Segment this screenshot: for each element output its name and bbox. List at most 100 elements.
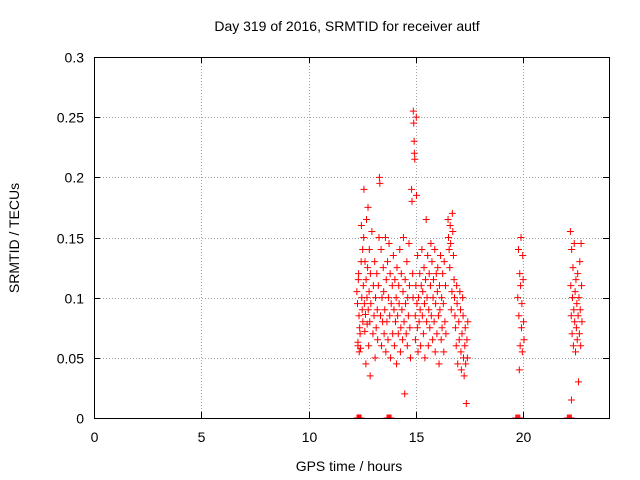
- data-point: [576, 306, 584, 314]
- data-point: [449, 252, 457, 260]
- data-point: [364, 264, 372, 272]
- data-point: [400, 318, 408, 326]
- data-point: [395, 300, 403, 308]
- data-point: [444, 215, 452, 223]
- data-point: [432, 300, 440, 308]
- data-point: [434, 312, 442, 320]
- data-point: [439, 300, 447, 308]
- data-point: [363, 294, 371, 302]
- data-point: [419, 288, 427, 296]
- data-point: [417, 282, 425, 290]
- data-point: [457, 366, 465, 374]
- data-point: [573, 336, 581, 344]
- data-point: [396, 246, 404, 254]
- data-point: [418, 246, 426, 254]
- data-point: [395, 282, 403, 290]
- data-point: [374, 282, 382, 290]
- data-point: [361, 311, 369, 319]
- data-point: [437, 336, 445, 344]
- data-point: [394, 312, 402, 320]
- data-point: [437, 252, 445, 260]
- data-point: [449, 227, 457, 235]
- plot-frame: [94, 57, 610, 419]
- data-point: [455, 336, 463, 344]
- data-point: [402, 300, 410, 308]
- data-point: [397, 270, 405, 278]
- data-point: [430, 318, 438, 326]
- y-tick-label: 0.1: [65, 291, 85, 307]
- data-point: [450, 276, 458, 284]
- data-point: [359, 318, 367, 326]
- x-tick-label: 15: [409, 429, 425, 445]
- data-point: [380, 288, 388, 296]
- data-point: [386, 312, 394, 320]
- data-point: [384, 294, 392, 302]
- data-point: [464, 318, 472, 326]
- y-tick-label: 0.05: [57, 351, 84, 367]
- data-point: [367, 300, 375, 308]
- axis-ticks: [94, 57, 609, 419]
- data-point: [436, 306, 444, 314]
- data-point: [569, 342, 577, 350]
- data-point: [425, 270, 433, 278]
- data-point: [361, 327, 369, 335]
- data-point: [572, 276, 580, 284]
- data-point: [440, 348, 448, 356]
- data-point: [517, 234, 525, 241]
- data-point: [423, 294, 431, 302]
- data-point: [376, 179, 384, 187]
- data-point: [358, 306, 366, 314]
- data-point: [458, 330, 466, 338]
- data-point: [429, 276, 437, 284]
- data-point: [360, 300, 368, 308]
- data-point: [433, 288, 441, 296]
- data-point: [357, 221, 365, 229]
- data-point: [411, 312, 419, 320]
- y-tick-label: 0.15: [57, 231, 84, 247]
- data-point: [378, 342, 386, 350]
- data-point: [373, 306, 381, 314]
- data-point: [514, 294, 522, 302]
- data-point: [365, 246, 373, 254]
- x-tick-label: 0: [91, 429, 99, 445]
- data-point: [438, 324, 446, 332]
- data-point: [360, 234, 368, 241]
- data-point: [412, 113, 420, 121]
- data-point: [575, 294, 583, 302]
- data-point: [438, 294, 446, 302]
- data-point: [424, 252, 432, 260]
- data-point: [379, 264, 387, 272]
- data-point: [410, 149, 418, 157]
- data-point: [355, 270, 363, 278]
- data-point: [459, 294, 467, 302]
- data-point: [411, 155, 419, 163]
- data-point: [576, 258, 584, 266]
- data-point: [574, 270, 582, 278]
- data-point: [362, 360, 370, 368]
- data-point: [409, 270, 417, 278]
- data-point: [569, 294, 577, 302]
- data-point: [453, 300, 461, 308]
- data-point: [462, 360, 470, 368]
- data-point: [393, 264, 401, 272]
- data-point: [410, 137, 418, 145]
- data-point: [391, 318, 399, 326]
- data-points: [353, 107, 586, 419]
- data-point: [433, 330, 441, 338]
- data-point: [422, 276, 430, 284]
- data-point: [378, 294, 386, 302]
- data-point: [520, 318, 528, 326]
- data-point: [578, 318, 586, 326]
- data-point: [391, 276, 399, 284]
- data-point: [417, 342, 425, 350]
- data-point: [420, 264, 428, 272]
- data-point: [452, 324, 460, 332]
- data-point: [429, 336, 437, 344]
- data-point: [384, 336, 392, 344]
- data-point: [445, 246, 453, 254]
- data-point: [575, 330, 583, 338]
- data-point: [387, 300, 395, 308]
- data-point: [454, 360, 462, 368]
- data-point: [397, 324, 405, 332]
- data-point: [569, 264, 577, 272]
